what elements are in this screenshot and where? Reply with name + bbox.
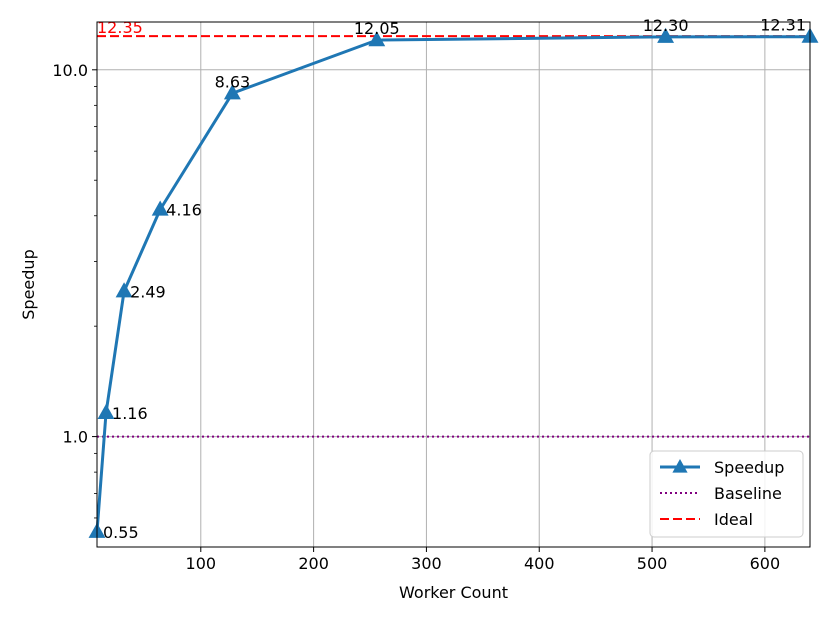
x-tick-label: 600 bbox=[750, 554, 781, 573]
axes: 100 200 300 400 500 600 1.0 10.0 bbox=[52, 21, 811, 573]
data-label: 2.49 bbox=[130, 282, 166, 301]
legend-label: Ideal bbox=[714, 510, 753, 529]
x-tick-label: 300 bbox=[411, 554, 442, 573]
legend-label: Baseline bbox=[714, 484, 782, 503]
x-tick-label: 200 bbox=[298, 554, 329, 573]
speedup-line bbox=[95, 35, 811, 532]
legend-label: Speedup bbox=[714, 458, 784, 477]
speedup-marker bbox=[657, 27, 675, 43]
data-label: 12.30 bbox=[643, 16, 689, 35]
legend: Speedup Baseline Ideal bbox=[649, 450, 804, 538]
data-label: 12.05 bbox=[354, 19, 400, 38]
data-labels: 0.55 1.16 2.49 4.16 8.63 12.05 12.30 12.31 bbox=[103, 16, 806, 542]
speedup-marker bbox=[151, 200, 169, 216]
y-tick-label: 1.0 bbox=[63, 428, 88, 447]
reference-lines: 12.35 bbox=[97, 18, 810, 438]
x-tick-label: 100 bbox=[186, 554, 217, 573]
data-label: 1.16 bbox=[112, 404, 148, 423]
x-tick-label: 500 bbox=[637, 554, 668, 573]
data-label: 8.63 bbox=[215, 72, 251, 91]
data-label: 4.16 bbox=[166, 201, 202, 220]
speedup-marker bbox=[97, 403, 115, 420]
x-tick-label: 400 bbox=[524, 554, 555, 573]
plot-frame bbox=[96, 21, 811, 548]
speedup-marker bbox=[115, 282, 133, 298]
legend-box bbox=[649, 450, 804, 538]
data-label: 0.55 bbox=[103, 523, 139, 542]
legend-speedup-marker bbox=[672, 459, 688, 473]
speedup-marker bbox=[223, 84, 241, 100]
data-label: 12.31 bbox=[760, 16, 806, 35]
y-tick-label: 10.0 bbox=[52, 61, 88, 80]
speedup-marker bbox=[368, 31, 386, 47]
x-axis-label: Worker Count bbox=[399, 583, 508, 602]
y-axis-label: Speedup bbox=[19, 249, 38, 319]
ideal-value-label: 12.35 bbox=[97, 18, 143, 37]
